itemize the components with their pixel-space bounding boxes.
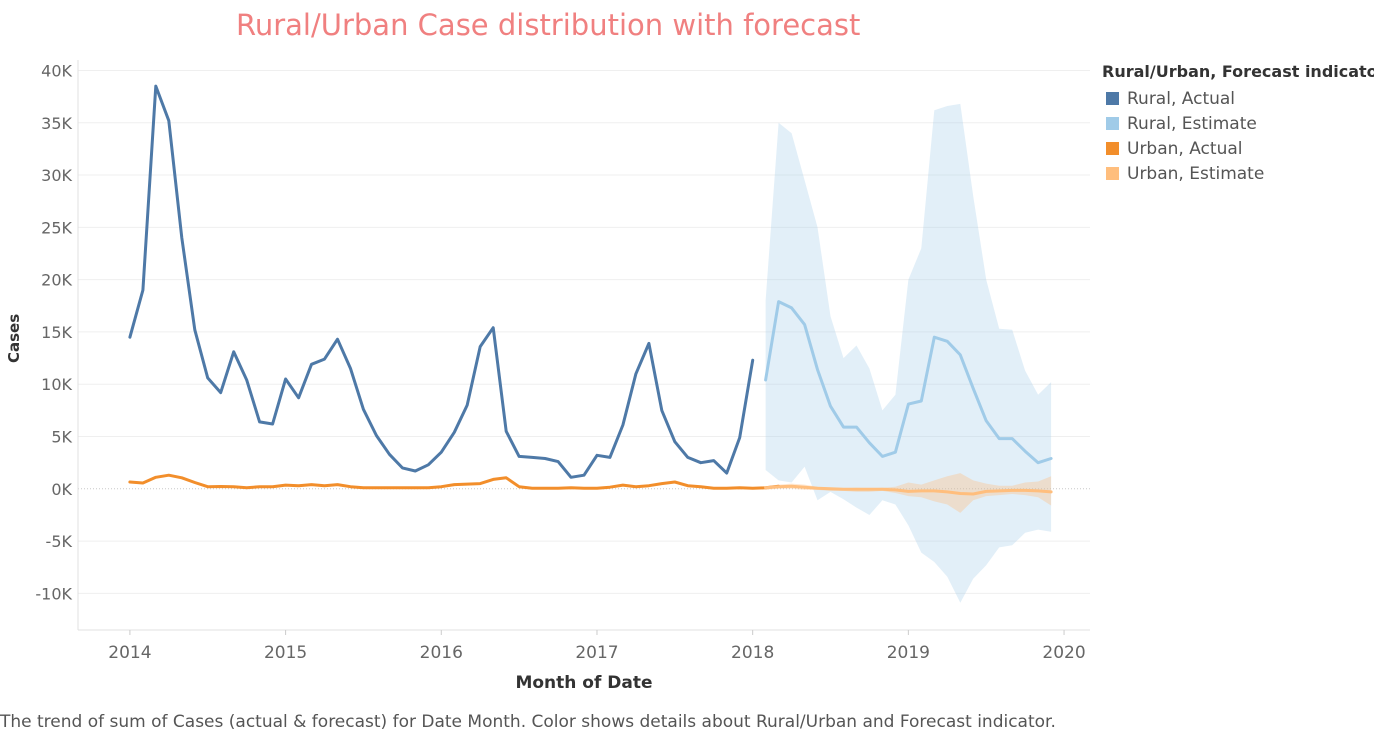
x-tick-label: 2019 (887, 643, 930, 663)
chart-caption: The trend of sum of Cases (actual & fore… (0, 712, 1056, 732)
series-lines (128, 84, 1053, 496)
x-tick-label: 2017 (575, 643, 618, 663)
series-line-rural-actual[interactable] (128, 84, 755, 479)
legend-item-rural-estimate[interactable]: Rural, Estimate (1102, 111, 1374, 136)
y-tick-label: 10K (41, 375, 72, 394)
forecast-band-urban-estimate (765, 473, 1052, 513)
y-tick-label: 0K (51, 480, 72, 499)
legend-swatch (1106, 117, 1119, 130)
x-tick-label: 2016 (420, 643, 463, 663)
y-tick-label: 35K (41, 114, 72, 133)
x-axis-label: Month of Date (515, 673, 653, 693)
y-tick-label: 15K (41, 323, 72, 342)
legend-item-label: Rural, Actual (1127, 88, 1236, 109)
y-tick-label: 25K (41, 218, 72, 237)
forecast-bands (765, 103, 1052, 603)
chart-title: Rural/Urban Case distribution with forec… (236, 8, 861, 42)
axes: 40K 35K 30K 25K 20K 15K 10K 5K 0K -5K -10K 2014 2015… (35, 60, 1090, 663)
series-line-rural-estimate[interactable] (764, 300, 1053, 465)
y-tick-label: -10K (35, 584, 72, 603)
legend-swatch (1106, 92, 1119, 105)
legend-item-rural-actual[interactable]: Rural, Actual (1102, 86, 1374, 111)
x-tick-label: 2018 (731, 643, 774, 663)
legend-item-urban-estimate[interactable]: Urban, Estimate (1102, 161, 1374, 186)
series-line-urban-estimate[interactable] (764, 484, 1053, 496)
y-tick-label: 5K (51, 428, 72, 447)
legend: Rural/Urban, Forecast indicator Rural, A… (1102, 62, 1374, 186)
x-tick-label: 2014 (108, 643, 151, 663)
y-tick-label: 20K (41, 271, 72, 290)
y-tick-label: -5K (46, 532, 73, 551)
x-tick-label: 2015 (264, 643, 307, 663)
legend-item-label: Urban, Actual (1127, 138, 1243, 159)
y-tick-label: 30K (41, 166, 72, 185)
y-axis-label: Cases (5, 313, 23, 363)
legend-item-urban-actual[interactable]: Urban, Actual (1102, 136, 1374, 161)
legend-title: Rural/Urban, Forecast indicator (1102, 62, 1374, 81)
forecast-band-rural-estimate (765, 103, 1052, 603)
y-tick-label: 40K (41, 61, 72, 80)
series-line-urban-actual[interactable] (128, 473, 781, 490)
legend-swatch (1106, 142, 1119, 155)
legend-item-label: Rural, Estimate (1127, 113, 1257, 134)
legend-swatch (1106, 167, 1119, 180)
legend-item-label: Urban, Estimate (1127, 163, 1265, 184)
x-tick-label: 2020 (1042, 643, 1085, 663)
